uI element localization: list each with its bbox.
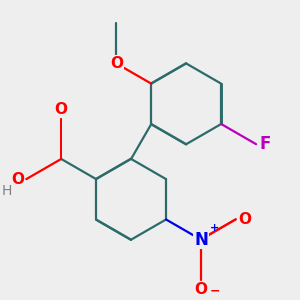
Text: −: − xyxy=(209,285,220,298)
Text: N: N xyxy=(194,231,208,249)
Text: O: O xyxy=(238,212,251,227)
Text: O: O xyxy=(110,56,123,71)
Text: H: H xyxy=(1,184,12,198)
Text: O: O xyxy=(55,102,68,117)
Text: +: + xyxy=(209,223,219,233)
Text: O: O xyxy=(11,172,24,187)
Text: F: F xyxy=(259,135,271,153)
Text: O: O xyxy=(194,282,208,297)
